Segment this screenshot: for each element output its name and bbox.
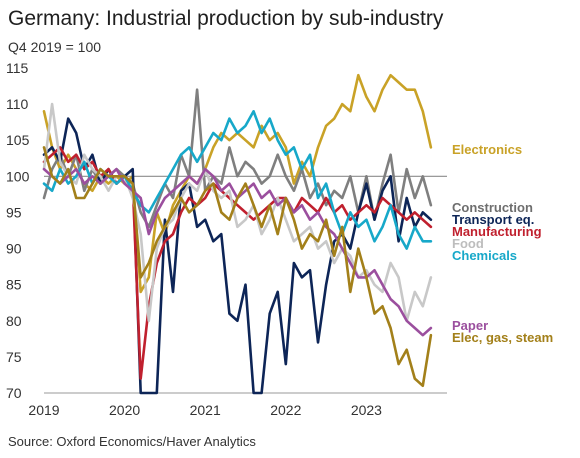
series-label: Construction [452, 200, 533, 215]
y-tick-label: 110 [6, 96, 29, 112]
series-label: Elec, gas, steam [452, 330, 553, 345]
source-note: Source: Oxford Economics/Haver Analytics [8, 434, 256, 449]
series-label: Manufacturing [452, 224, 542, 239]
series-label: Chemicals [452, 248, 517, 263]
y-tick-label: 75 [6, 349, 22, 365]
chart-subtitle: Q4 2019 = 100 [8, 39, 102, 55]
chart-title: Germany: Industrial production by sub-in… [8, 7, 444, 30]
series-label: Paper [452, 318, 488, 333]
x-tick-label: 2022 [270, 402, 301, 418]
y-tick-label: 115 [6, 60, 29, 76]
x-tick-label: 2019 [28, 402, 59, 418]
y-tick-label: 90 [6, 241, 22, 257]
y-tick-label: 95 [6, 204, 22, 220]
series-label: Food [452, 236, 484, 251]
series-label: Transport eq. [452, 212, 534, 227]
series-line [42, 146, 433, 380]
y-tick-label: 80 [6, 313, 22, 329]
series-line [42, 146, 433, 388]
y-tick-label: 85 [6, 277, 22, 293]
y-tick-label: 100 [6, 168, 30, 184]
x-tick-label: 2023 [351, 402, 382, 418]
y-tick-label: 70 [6, 385, 22, 401]
series-line [42, 117, 433, 395]
series-label: Electronics [452, 142, 522, 157]
x-tick-label: 2021 [190, 402, 221, 418]
y-tick-label: 105 [6, 132, 30, 148]
x-tick-label: 2020 [109, 402, 140, 418]
series-line [42, 102, 433, 323]
